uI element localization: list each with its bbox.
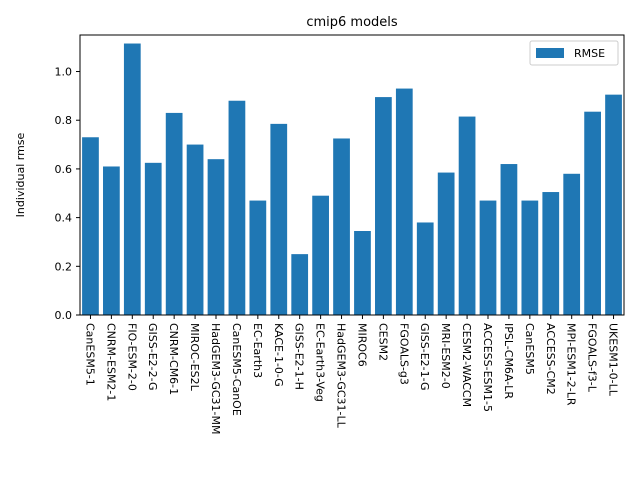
bar-mpi-esm1-2-lr: [563, 173, 581, 315]
legend: RMSE: [529, 40, 619, 66]
x-tick-label: HadGEM3-GC31-MM: [209, 323, 222, 434]
y-tick-label: 0.8: [55, 114, 73, 127]
bar-hadgem3-gc31-ll: [333, 138, 350, 315]
bars-group: [82, 43, 622, 316]
bar-miroc6: [354, 231, 371, 315]
legend-swatch: [536, 48, 564, 58]
bar-giss-e2-2-g: [144, 162, 162, 315]
x-tick-label: MPI-ESM1-2-LR: [565, 323, 578, 406]
bar-cesm2: [375, 97, 392, 315]
x-tick-label: CanESM5-1: [83, 323, 96, 386]
bar-fgoals-g3: [395, 88, 413, 315]
x-tick-label: CNRM-CM6-1: [167, 323, 180, 395]
x-tick-label: MIROC6: [355, 323, 368, 367]
bar-fio-esm-2-0: [123, 43, 141, 316]
x-tick-label: GISS-E2-1-G: [418, 323, 431, 391]
x-tick-label: MIROC-ES2L: [188, 323, 201, 392]
y-tick-label: 0.0: [55, 309, 73, 322]
plot-frame: [79, 34, 625, 316]
bar-cnrm-cm6-1: [165, 112, 183, 315]
bar-miroc-es2l: [186, 144, 204, 315]
x-tick-label: ACCESS-CM2: [544, 323, 557, 395]
y-axis-label: Individual rmse: [14, 132, 27, 217]
x-tick-label: KACE-1-0-G: [272, 323, 285, 387]
bar-mri-esm2-0: [437, 172, 455, 315]
x-tick-label: CESM2: [376, 323, 389, 361]
y-tick-label: 0.2: [55, 260, 73, 273]
y-tick-label: 0.4: [55, 212, 73, 225]
y-tick-label: 0.6: [55, 163, 73, 176]
legend-box: [529, 40, 619, 66]
x-axis: CanESM5-1 CNRM-ESM2-1 FIO-ESM-2-0 GISS-E2-2…: [83, 315, 620, 434]
x-tick-label: CanESM5-CanOE: [230, 323, 243, 416]
x-tick-label: EC-Earth3: [251, 323, 264, 378]
x-tick-label: EC-Earth3-Veg: [314, 323, 327, 402]
x-tick-label: FGOALS-f3-L: [586, 323, 599, 393]
bar-giss-e2-1-h: [291, 254, 309, 315]
bar-cesm2-waccm: [458, 116, 476, 315]
bar-access-esm1-5: [479, 200, 497, 315]
x-tick-label: ACCESS-ESM1-5: [481, 323, 494, 412]
bar-ipsl-cm6a-lr: [500, 164, 518, 315]
x-tick-label: HadGEM3-GC31-LL: [335, 323, 348, 429]
x-tick-label: MRI-ESM2-0: [439, 323, 452, 389]
bar-ec-earth3-veg: [312, 195, 329, 315]
x-tick-label: GISS-E2-1-H: [293, 323, 306, 390]
bar-access-cm2: [542, 192, 560, 315]
bar-canesm5-1: [82, 137, 99, 315]
x-tick-label: IPSL-CM6A-LR: [502, 323, 515, 399]
x-tick-label: CESM2-WACCM: [460, 323, 473, 407]
bar-kace-1-0-g: [270, 123, 288, 315]
legend-label: RMSE: [574, 47, 605, 60]
bar-giss-e2-1-g: [416, 222, 434, 315]
x-tick-label: UKESM1-0-LL: [607, 323, 620, 397]
bar-canesm5-canoe: [228, 100, 246, 315]
x-tick-label: CanESM5: [523, 323, 536, 375]
y-tick-label: 1.0: [55, 66, 73, 79]
y-axis: 0.0 0.2 0.4 0.6 0.8 1.0: [55, 66, 80, 322]
chart-title: cmip6 models: [306, 15, 398, 30]
bar-canesm5: [521, 200, 539, 315]
bar-hadgem3-gc31-mm: [207, 159, 225, 315]
bar-fgoals-f3-l: [584, 111, 601, 316]
x-tick-label: FGOALS-g3: [397, 323, 410, 385]
x-tick-label: GISS-E2-2-G: [146, 323, 159, 391]
bar-cnrm-esm2-1: [103, 166, 120, 315]
x-tick-label: CNRM-ESM2-1: [104, 323, 117, 401]
x-tick-label: FIO-ESM-2-0: [125, 323, 138, 391]
bar-ec-earth3: [249, 200, 267, 315]
bar-ukesm1-0-ll: [605, 94, 622, 315]
